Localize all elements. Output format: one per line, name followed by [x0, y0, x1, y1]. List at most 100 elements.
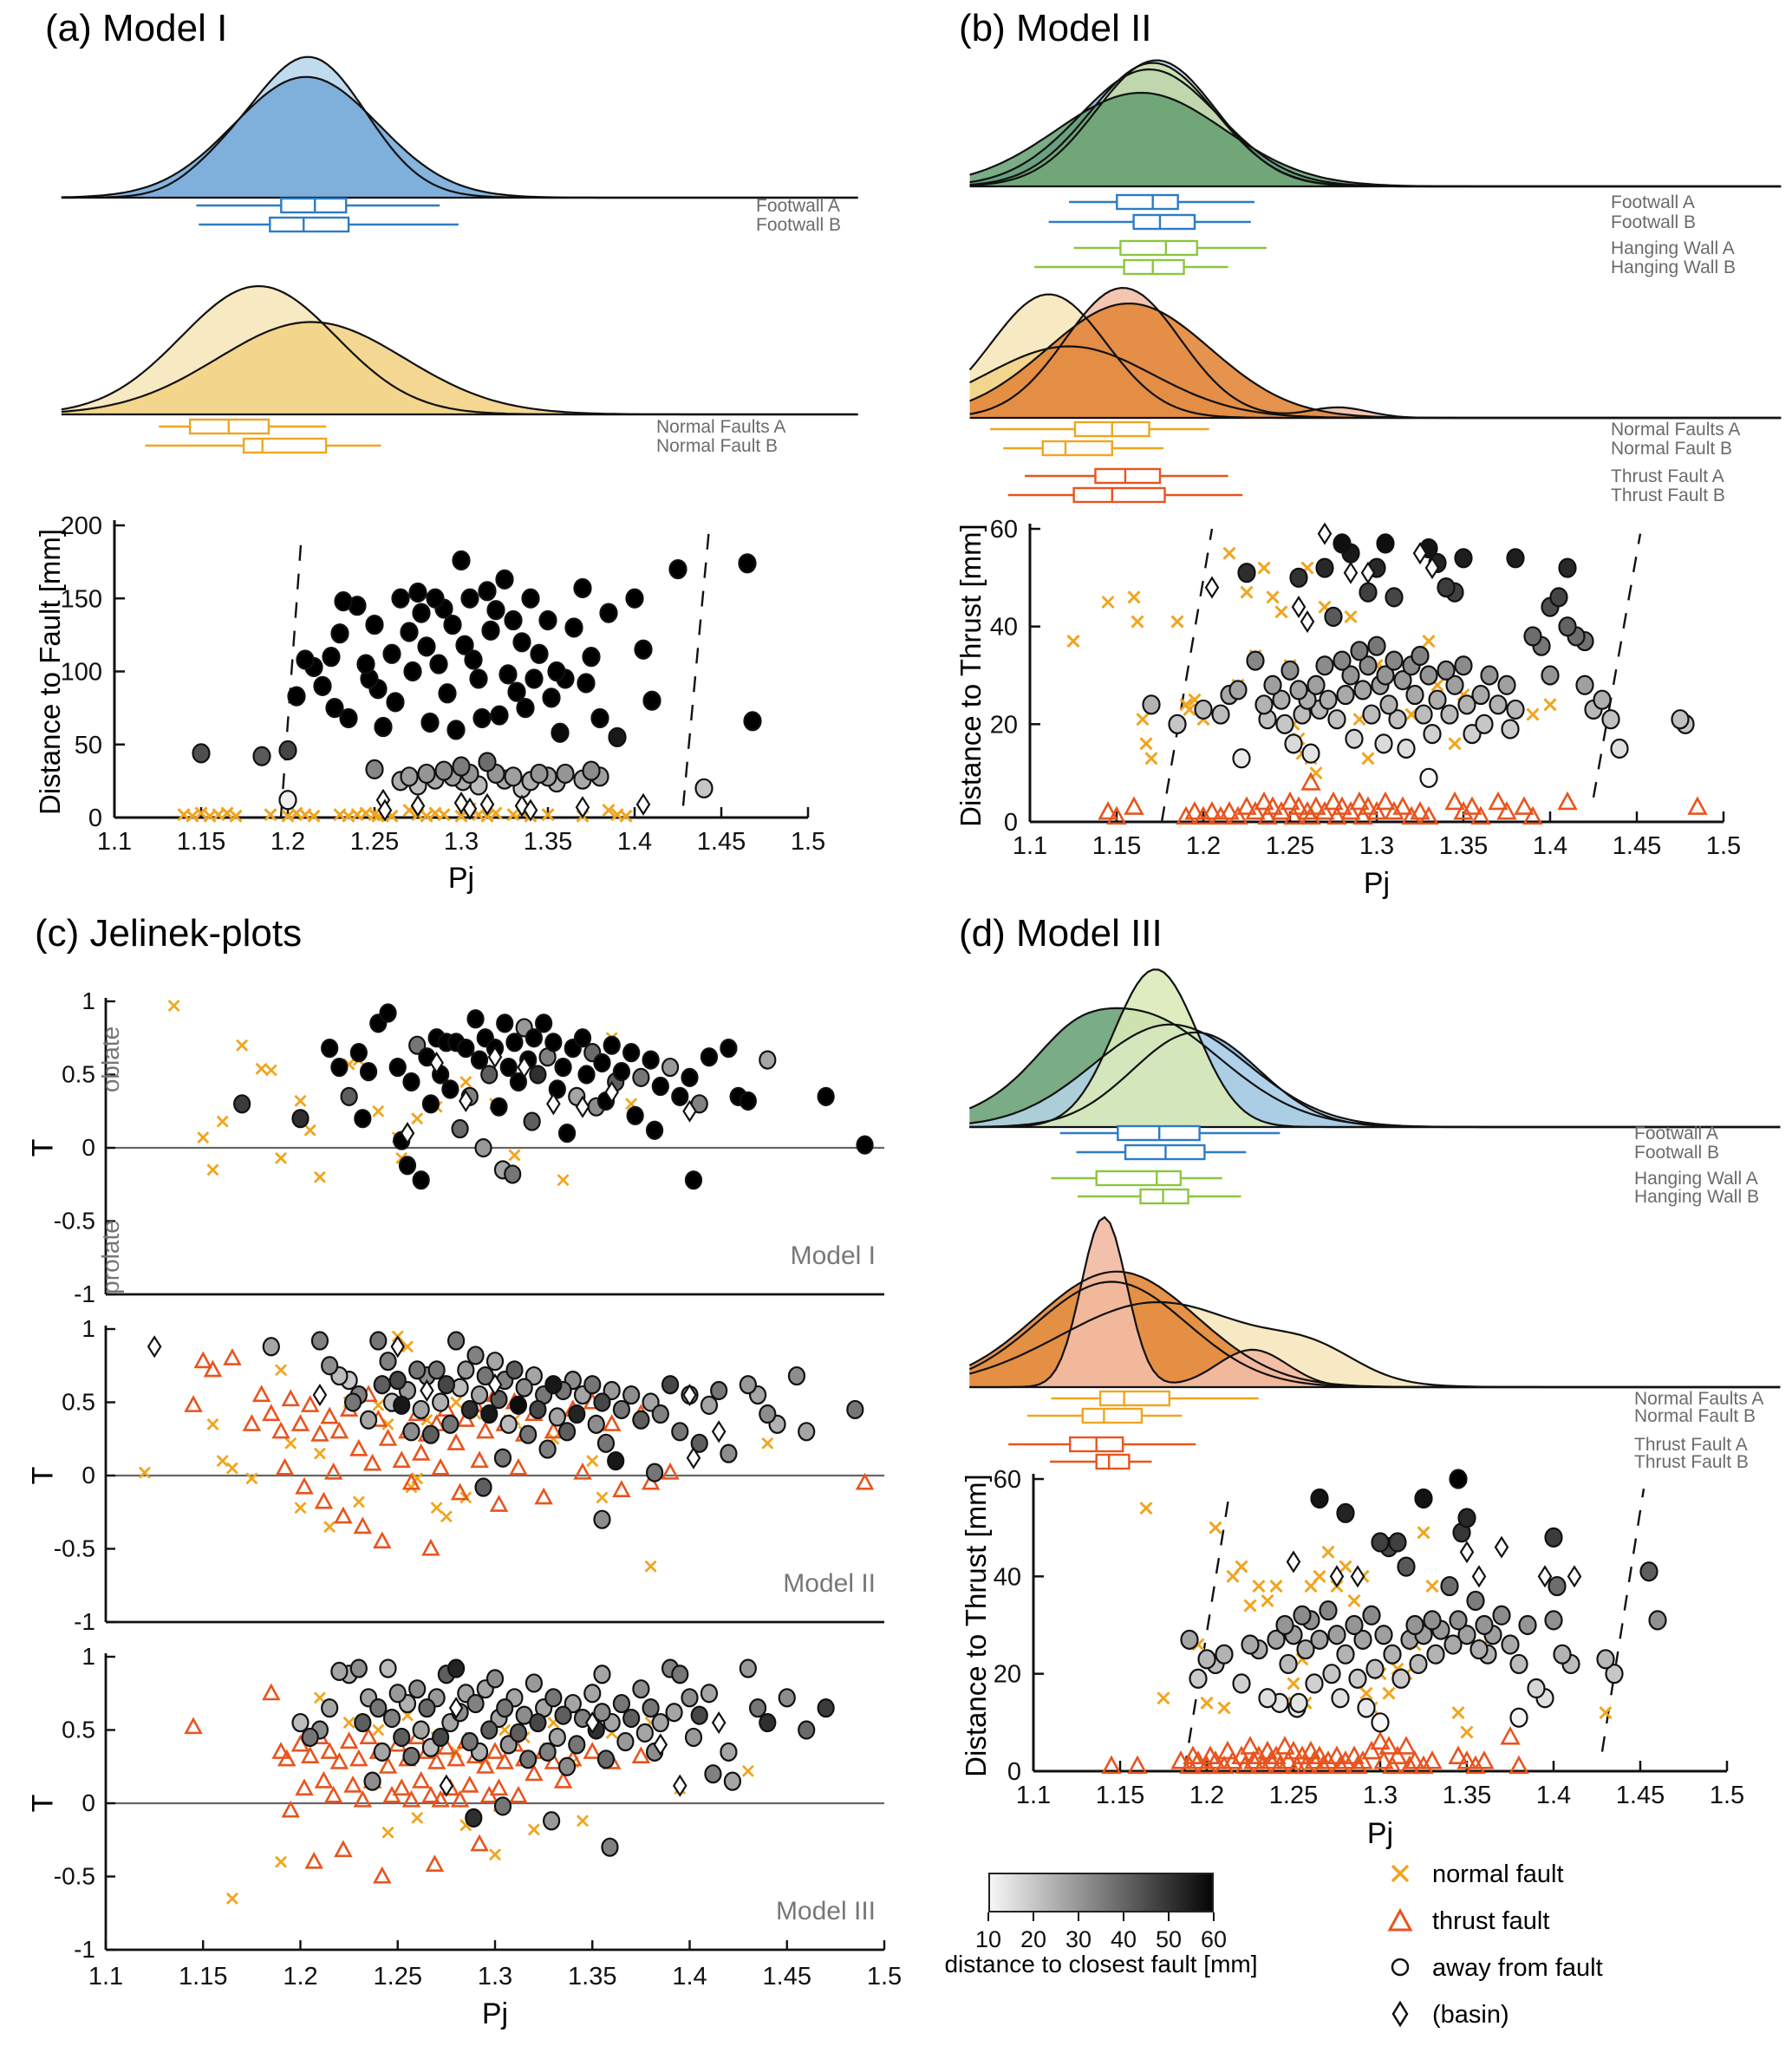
svg-text:Normal Faults A: Normal Faults A: [1634, 1389, 1763, 1409]
svg-text:1.1: 1.1: [1013, 832, 1047, 860]
svg-text:Footwall A: Footwall A: [756, 196, 840, 216]
colorbar-label: distance to closest fault [mm]: [944, 1951, 1258, 1978]
svg-text:1.45: 1.45: [1616, 1782, 1665, 1809]
panel-a-x-axis-label: Pj: [447, 862, 475, 895]
svg-text:Normal Faults A: Normal Faults A: [1611, 420, 1740, 440]
svg-text:1.15: 1.15: [177, 828, 225, 856]
svg-text:1.15: 1.15: [1092, 832, 1141, 860]
basin-diamond-icon: [1391, 2000, 1409, 2028]
svg-text:1.25: 1.25: [350, 828, 399, 856]
svg-text:0.5: 0.5: [62, 1717, 95, 1743]
svg-text:-0.5: -0.5: [54, 1863, 95, 1890]
svg-text:1.35: 1.35: [1439, 832, 1488, 860]
model-1-annotation: Model I: [790, 1241, 876, 1270]
away-from-fault-circle-icon: [1391, 1958, 1410, 1977]
svg-text:Hanging Wall A: Hanging Wall A: [1634, 1169, 1758, 1189]
svg-text:200: 200: [61, 512, 102, 540]
svg-text:Hanging Wall B: Hanging Wall B: [1611, 257, 1736, 277]
svg-text:Normal Fault B: Normal Fault B: [1634, 1406, 1756, 1426]
svg-text:1.5: 1.5: [1710, 1782, 1744, 1809]
svg-text:0: 0: [88, 805, 102, 832]
svg-text:1.2: 1.2: [283, 1963, 317, 1991]
svg-text:50: 50: [1156, 1926, 1182, 1952]
svg-text:-1: -1: [74, 1936, 95, 1963]
oblate-label: oblate: [97, 1026, 124, 1093]
svg-text:1.4: 1.4: [672, 1963, 707, 1991]
svg-text:1.35: 1.35: [1443, 1782, 1491, 1809]
svg-text:Thrust Fault A: Thrust Fault A: [1634, 1435, 1748, 1455]
svg-text:150: 150: [61, 585, 102, 613]
panel-d-y-axis-label: Distance to Thrust [mm]: [960, 1474, 992, 1777]
svg-text:1.15: 1.15: [1096, 1782, 1144, 1809]
svg-text:60: 60: [994, 1466, 1021, 1494]
model-2-annotation: Model II: [783, 1569, 876, 1598]
svg-text:60: 60: [1201, 1926, 1227, 1952]
legend-label-normal-fault: normal fault: [1432, 1860, 1564, 1888]
svg-text:1.45: 1.45: [1613, 832, 1661, 860]
svg-text:20: 20: [990, 711, 1018, 739]
svg-text:-0.5: -0.5: [54, 1208, 95, 1235]
svg-text:1: 1: [81, 1315, 95, 1342]
svg-text:1.4: 1.4: [1533, 832, 1567, 860]
svg-text:0: 0: [1007, 1758, 1021, 1786]
svg-text:1.2: 1.2: [1186, 832, 1221, 860]
model-3-annotation: Model III: [775, 1897, 876, 1925]
svg-text:Footwall B: Footwall B: [1634, 1143, 1719, 1163]
normal-fault-x-icon: [1391, 1864, 1410, 1883]
svg-text:1.4: 1.4: [1536, 1782, 1571, 1809]
svg-text:1.1: 1.1: [88, 1963, 123, 1991]
svg-text:Footwall B: Footwall B: [756, 215, 841, 235]
distance-colorbar: [988, 1873, 1214, 1912]
svg-text:0: 0: [81, 1134, 95, 1161]
svg-text:Hanging Wall B: Hanging Wall B: [1634, 1187, 1759, 1207]
svg-text:40: 40: [990, 614, 1018, 642]
panel-b-y-axis-label: Distance to Thrust [mm]: [955, 524, 987, 827]
panel-c-x-axis-label: Pj: [481, 1997, 509, 2030]
svg-text:Hanging Wall A: Hanging Wall A: [1611, 238, 1735, 258]
panel-c2-y-axis-label: T: [26, 1466, 60, 1485]
svg-text:1.25: 1.25: [1266, 832, 1314, 860]
svg-text:1.25: 1.25: [374, 1963, 422, 1991]
legend-label-away-from-fault: away from fault: [1432, 1954, 1603, 1982]
svg-text:1.4: 1.4: [617, 828, 652, 856]
svg-text:1.3: 1.3: [1363, 1782, 1398, 1809]
prolate-label: prolate: [97, 1220, 124, 1294]
svg-text:1.45: 1.45: [697, 828, 746, 856]
svg-text:Footwall A: Footwall A: [1634, 1124, 1718, 1144]
svg-text:-1: -1: [74, 1280, 95, 1307]
legend-label-basin: (basin): [1432, 2001, 1509, 2029]
panel-c1-y-axis-label: T: [26, 1138, 60, 1157]
svg-text:Thrust Fault B: Thrust Fault B: [1611, 485, 1725, 505]
svg-text:1.2: 1.2: [1189, 1782, 1224, 1809]
svg-text:10: 10: [975, 1926, 1001, 1952]
svg-text:Normal Fault B: Normal Fault B: [1611, 439, 1732, 459]
panel-a-y-axis-label: Distance to Fault [mm]: [34, 528, 66, 816]
svg-text:1.25: 1.25: [1269, 1782, 1318, 1809]
panel-a-title: (a) Model I: [45, 7, 228, 49]
svg-text:40: 40: [994, 1563, 1021, 1591]
svg-text:0.5: 0.5: [62, 1389, 95, 1416]
svg-text:Footwall A: Footwall A: [1611, 192, 1695, 212]
svg-text:Normal Fault B: Normal Fault B: [656, 436, 778, 456]
svg-text:1.35: 1.35: [568, 1963, 616, 1991]
svg-text:-0.5: -0.5: [54, 1535, 95, 1562]
svg-text:1.3: 1.3: [1359, 832, 1394, 860]
svg-text:Thrust Fault B: Thrust Fault B: [1634, 1452, 1749, 1472]
panel-b-title: (b) Model II: [959, 7, 1152, 49]
svg-text:20: 20: [994, 1661, 1021, 1689]
panel-d-title: (d) Model III: [959, 912, 1163, 955]
svg-text:1.1: 1.1: [1016, 1782, 1051, 1809]
svg-text:1: 1: [81, 1643, 95, 1670]
svg-text:1.5: 1.5: [1706, 832, 1741, 860]
svg-text:Footwall B: Footwall B: [1611, 212, 1696, 232]
thrust-fault-triangle-icon: [1387, 1907, 1413, 1932]
svg-text:30: 30: [1065, 1926, 1091, 1952]
svg-text:1.45: 1.45: [763, 1963, 811, 1991]
panel-d-x-axis-label: Pj: [1366, 1817, 1394, 1850]
svg-text:1.5: 1.5: [867, 1963, 902, 1991]
svg-text:1.15: 1.15: [179, 1963, 227, 1991]
svg-text:40: 40: [1111, 1926, 1137, 1952]
panel-c3-y-axis-label: T: [26, 1794, 60, 1813]
